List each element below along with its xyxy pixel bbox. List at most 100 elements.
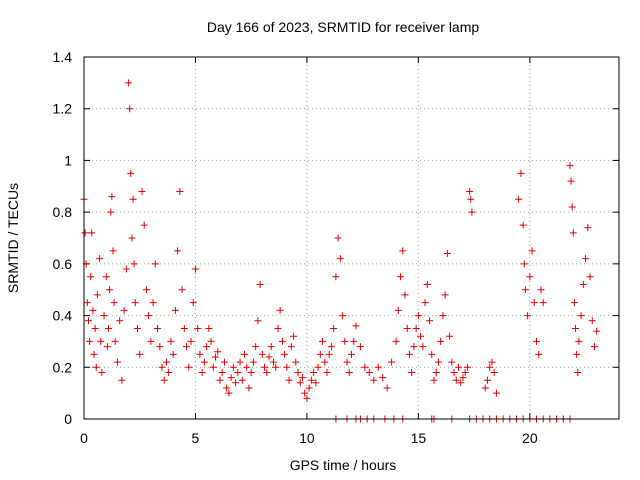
data-point [586,273,594,281]
data-point [122,265,130,273]
data-point [412,325,420,332]
data-point [579,281,587,289]
data-point [524,312,532,320]
data-point [245,384,253,392]
data-point [167,337,175,345]
data-point [100,312,108,320]
data-point [105,325,113,332]
data-point [434,358,442,366]
data-point [593,327,601,335]
data-point [227,374,235,382]
data-point [437,337,445,345]
data-point [423,281,431,289]
data-point [519,221,527,229]
data-point [83,299,91,307]
data-point [414,312,422,320]
data-point [356,343,364,351]
data-point [526,273,534,281]
data-point [515,195,523,203]
data-point [466,187,474,195]
data-point [397,273,405,281]
data-point [243,363,251,371]
data-point [405,350,413,358]
data-point [325,350,333,358]
data-point [492,389,500,397]
data-point [483,376,491,384]
data-point [147,337,155,345]
data-point [570,299,578,307]
data-point [312,379,320,387]
x-tick-label: 10 [299,430,315,446]
data-point [107,208,115,216]
data-point [419,343,427,351]
data-point [490,368,498,376]
data-point [350,337,358,345]
data-point [336,255,344,263]
chart-title: Day 166 of 2023, SRMTID for receiver lam… [207,19,480,35]
data-point [91,325,99,332]
data-points [80,79,601,423]
data-point [223,384,231,392]
data-point [520,260,528,268]
plot-frame [83,56,620,420]
data-point [539,299,547,307]
x-tick-label: 5 [192,430,200,446]
data-point [292,358,300,366]
data-point [457,379,465,387]
data-point [303,394,311,402]
data-point [87,273,95,281]
data-point [461,368,469,376]
data-point [341,337,349,345]
data-point [98,368,106,376]
x-tick-label: 20 [522,430,538,446]
data-point [149,299,157,307]
data-point [140,221,148,229]
x-axis-label: GPS time / hours [290,457,397,473]
data-point [517,169,525,177]
data-point [285,376,293,384]
data-point [156,343,164,351]
data-point [171,306,179,314]
data-point [234,368,242,376]
data-point [323,368,331,376]
data-point [125,79,133,87]
data-point [90,350,98,358]
data-point [187,337,195,345]
data-point [249,358,257,366]
data-point [169,350,177,358]
data-point [145,312,153,320]
data-point [225,389,233,397]
data-point [160,376,168,384]
data-point [158,363,166,371]
data-point [343,358,351,366]
data-point [441,291,449,299]
data-point [443,250,451,258]
data-point [103,343,111,351]
data-point [102,273,110,281]
data-point [574,368,582,376]
data-point [426,317,434,325]
data-point [584,224,592,232]
data-point [330,325,338,332]
data-point [332,273,340,281]
data-point [97,337,105,345]
data-point [174,247,182,255]
data-point [283,363,291,371]
data-point [392,337,400,345]
data-point [256,281,264,289]
data-point [281,350,289,358]
data-point [92,363,100,371]
data-point [430,376,438,384]
data-point [528,247,536,255]
data-point [165,368,173,376]
data-point [93,291,101,299]
data-point [113,358,121,366]
data-point [410,343,418,351]
data-point [254,317,262,325]
data-point [185,363,193,371]
data-point [348,350,355,358]
data-point [535,350,543,358]
data-point [207,337,215,345]
data-point [274,325,282,332]
